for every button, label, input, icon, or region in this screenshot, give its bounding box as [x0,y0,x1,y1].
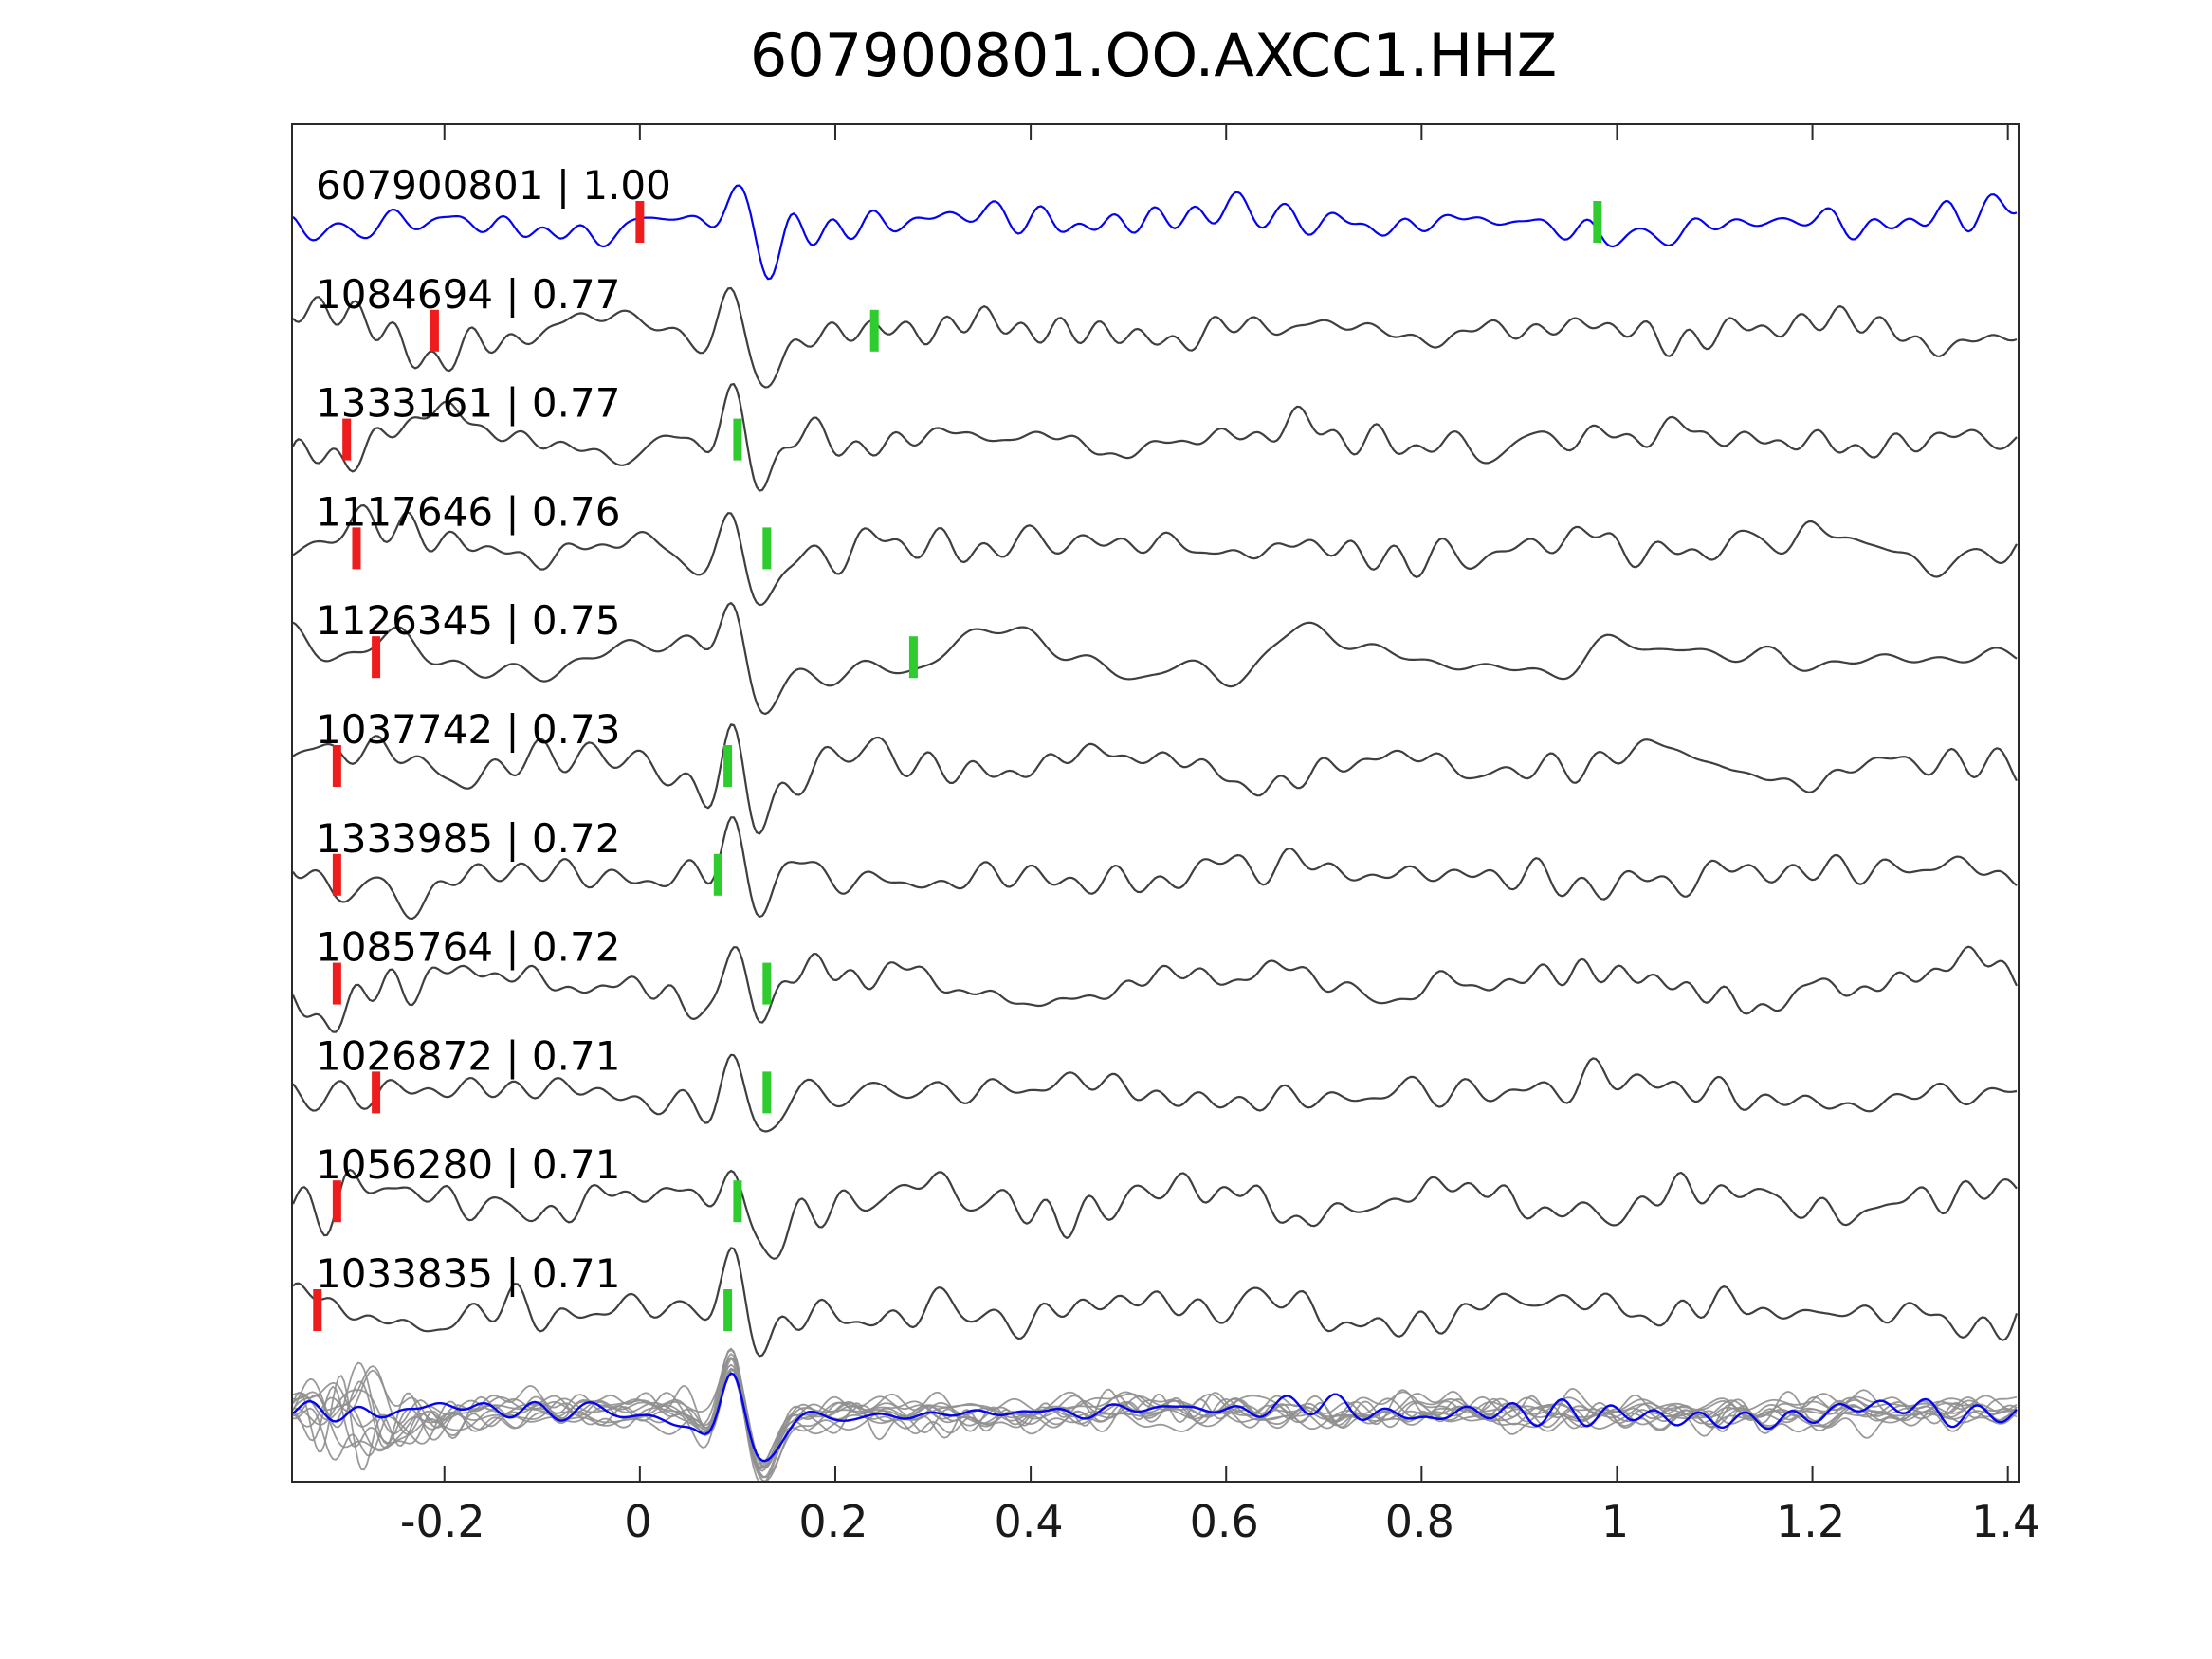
trace-label: 1126345 | 0.75 [316,597,620,644]
trace-label: 1084694 | 0.77 [316,271,620,318]
figure-title: 607900801.OO.AXCC1.HHZ [749,21,1558,90]
detection-waveform-trace [293,1247,2018,1358]
trace-label: 1117646 | 0.76 [316,488,620,535]
x-tick-label: 0.6 [1189,1496,1259,1547]
detection-waveform-trace [293,383,2018,492]
x-tick-label: -0.2 [399,1496,485,1547]
green-pick-marker [733,418,742,461]
green-pick-marker [723,745,733,787]
trace-label: 1056280 | 0.71 [316,1141,620,1188]
x-tick-label: 1.4 [1971,1496,2041,1547]
x-tick-label: 0.4 [994,1496,1064,1547]
green-pick-marker [733,1180,742,1223]
red-pick-marker [372,1071,381,1114]
overlay-detection-trace [293,1357,2018,1470]
trace-label: 1026872 | 0.71 [316,1032,620,1079]
green-pick-marker [869,309,879,352]
red-pick-marker [372,636,381,679]
red-pick-marker [430,309,439,352]
trace-label: 607900801 | 1.00 [316,162,671,209]
trace-label: 1333161 | 0.77 [316,380,620,427]
x-tick-label: 0 [624,1496,652,1547]
red-pick-marker [352,527,361,570]
overlay-detection-trace [293,1361,2018,1469]
overlay-detection-trace [293,1358,2018,1479]
green-pick-marker [762,1071,772,1114]
red-pick-marker [332,962,341,1005]
overlay-template-trace [293,1372,2018,1463]
trace-label: 1333985 | 0.72 [316,815,620,862]
red-pick-marker [313,1289,322,1331]
detection-waveform-trace [293,945,2018,1033]
green-pick-marker [723,1289,733,1331]
green-pick-marker [762,527,772,570]
red-pick-marker [332,853,341,896]
red-pick-marker [635,201,645,243]
x-tick-label: 0.8 [1384,1496,1454,1547]
x-tick-label: 1 [1600,1496,1630,1547]
trace-label: 1085764 | 0.72 [316,924,620,971]
detection-waveform-trace [293,602,2018,716]
x-tick-label: 1.2 [1775,1496,1846,1547]
waveform-plot: 607900801 | 1.00 1084694 | 0.77 1333161 | … [293,125,2018,1481]
detection-waveform-trace [293,504,2018,607]
green-pick-marker [908,636,918,679]
overlay-detection-trace [293,1353,2018,1471]
template-waveform-trace [293,184,2018,281]
green-pick-marker [762,962,772,1005]
detection-waveform-trace [293,816,2018,921]
detection-waveform-trace [293,1053,2018,1133]
plot-area: 607900801 | 1.00 1084694 | 0.77 1333161 | … [291,123,2020,1483]
trace-label: 1037742 | 0.73 [316,706,620,753]
x-tick-label: 0.2 [798,1496,868,1547]
green-pick-marker [713,853,722,896]
detection-waveform-trace [293,286,2018,389]
red-pick-marker [342,418,352,461]
detection-waveform-trace [293,723,2018,835]
red-pick-marker [332,745,341,787]
green-pick-marker [1593,201,1602,243]
trace-label: 1033835 | 0.71 [316,1250,620,1297]
red-pick-marker [332,1180,341,1223]
detection-waveform-trace [293,1168,2018,1260]
overlay-detection-trace [293,1365,2018,1481]
